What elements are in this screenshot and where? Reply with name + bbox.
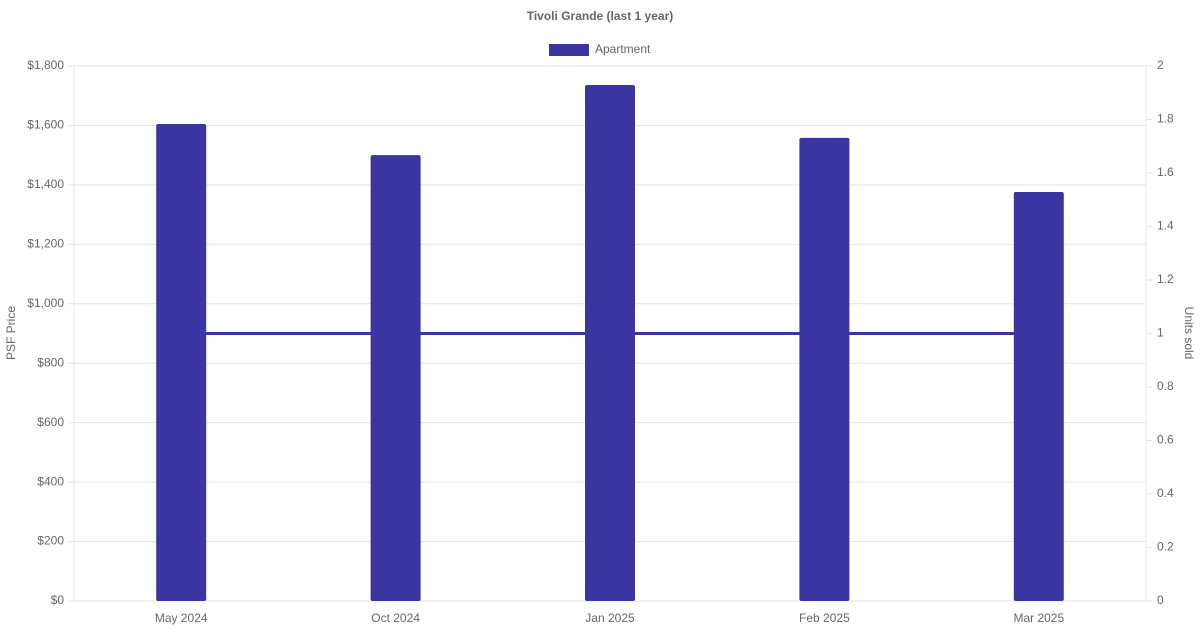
y2-tick-label: 0 xyxy=(1157,593,1164,607)
bar xyxy=(156,123,207,601)
y2-tick-label: 1.6 xyxy=(1157,165,1174,179)
y2-tick-label: 1.8 xyxy=(1157,112,1174,126)
y-tick-label: $1,000 xyxy=(27,296,64,310)
y-tick-label: $1,800 xyxy=(27,58,64,72)
legend-swatch xyxy=(549,44,589,56)
y2-tick-label: 0.4 xyxy=(1157,486,1174,500)
x-tick-label: Feb 2025 xyxy=(799,611,850,625)
x-tick-label: Mar 2025 xyxy=(1013,611,1064,625)
y2-tick-label: 0.8 xyxy=(1157,379,1174,393)
chart-title: Tivoli Grande (last 1 year) xyxy=(527,9,674,23)
y2-tick-label: 1 xyxy=(1157,326,1164,340)
y2-tick-label: 0.2 xyxy=(1157,540,1174,554)
x-tick-label: May 2024 xyxy=(155,611,208,625)
bar xyxy=(1013,192,1064,601)
y2-tick-label: 0.6 xyxy=(1157,433,1174,447)
bar xyxy=(370,155,421,601)
bar xyxy=(585,85,635,602)
y-tick-label: $400 xyxy=(37,474,64,488)
x-tick-label: Oct 2024 xyxy=(371,611,420,625)
y-tick-label: $600 xyxy=(37,415,64,429)
y-tick-label: $0 xyxy=(51,593,65,607)
y-tick-label: $1,600 xyxy=(27,118,64,132)
x-tick-label: Jan 2025 xyxy=(585,611,635,625)
y-tick-label: $1,200 xyxy=(27,237,64,251)
bar xyxy=(799,137,850,601)
y2-tick-label: 1.4 xyxy=(1157,219,1174,233)
y2-tick-label: 2 xyxy=(1157,58,1164,72)
y-tick-label: $800 xyxy=(37,355,64,369)
y-tick-label: $1,400 xyxy=(27,177,64,191)
legend-label: Apartment xyxy=(595,42,651,56)
y2-axis-title: Units sold xyxy=(1182,307,1196,360)
y-tick-label: $200 xyxy=(37,534,64,548)
y2-tick-label: 1.2 xyxy=(1157,272,1174,286)
y-axis-title: PSF Price xyxy=(4,306,18,360)
